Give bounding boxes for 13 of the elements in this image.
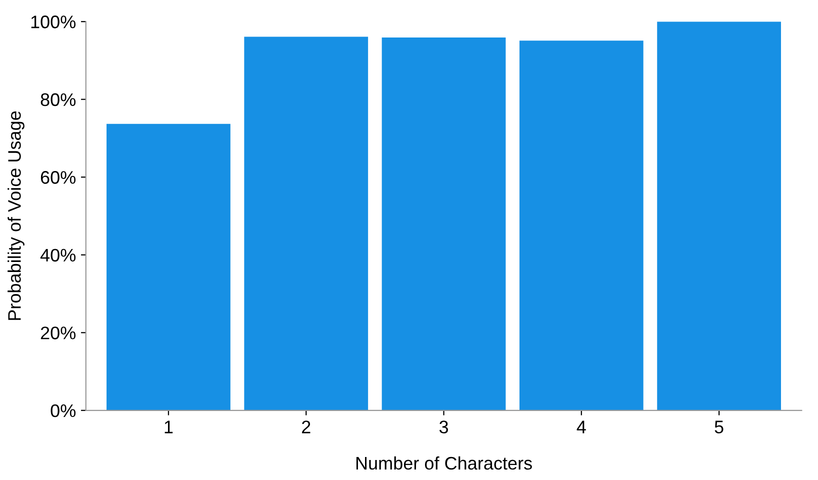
x-tick-label: 4	[576, 420, 586, 434]
x-tick-label: 1	[164, 420, 173, 434]
y-tick-label: 40%	[40, 248, 76, 262]
y-tick-label: 0%	[50, 404, 76, 418]
y-tick-label: 60%	[40, 171, 76, 184]
y-tick-label: 20%	[40, 326, 76, 340]
y-axis-title: Probability of Voice Usage	[8, 111, 24, 320]
x-axis-title: Number of Characters	[356, 456, 532, 470]
y-tick-label: 100%	[31, 16, 76, 28]
x-tick-label: 2	[302, 420, 310, 434]
y-tick-label: 80%	[40, 93, 76, 106]
x-tick-label: 5	[714, 420, 724, 434]
x-tick-label: 3	[439, 420, 448, 434]
